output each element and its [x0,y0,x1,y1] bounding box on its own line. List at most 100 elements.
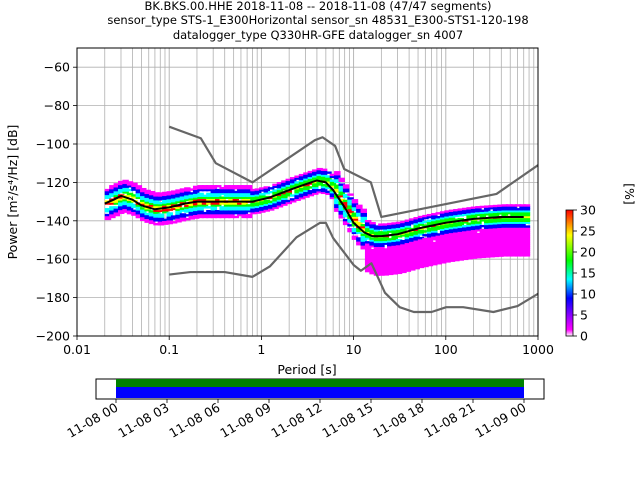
density-cell [104,194,112,198]
density-cell [219,206,226,209]
density-cell [400,222,407,226]
density-cell [497,217,504,221]
density-cell [439,216,447,220]
density-cell [514,231,522,234]
density-cell [276,182,284,185]
density-cell [378,271,385,274]
density-cell [329,192,337,196]
density-cell [364,244,372,248]
density-cell [391,224,398,227]
density-cell [140,209,147,212]
density-cell [497,241,504,244]
density-cell [241,190,248,194]
density-cell [135,204,143,207]
density-cell [400,266,407,270]
density-cell [316,190,323,194]
density-cell [179,219,187,222]
density-cell [404,248,412,251]
density-cell [351,206,359,210]
density-cell [166,212,173,215]
density-cell [461,207,469,211]
density-cell [166,191,173,194]
density-cell [144,195,151,198]
density-cell [409,231,416,235]
density-cell [501,233,509,236]
density-cell [206,192,213,196]
density-cell [157,196,165,199]
density-cell [413,265,420,268]
density-cell [391,247,398,250]
density-cell [166,221,173,225]
density-cell [373,252,381,255]
density-cell [206,188,213,192]
density-cell [347,227,354,231]
density-cell [223,194,231,198]
density-cell [364,237,372,240]
density-cell [184,206,191,209]
density-cell [162,201,169,204]
density-cell [153,205,160,209]
density-cell [334,184,341,187]
density-cell [356,223,363,227]
density-cell [492,206,500,210]
density-cell [409,241,416,244]
density-cell [382,225,390,228]
density-cell [166,219,173,223]
density-cell [484,238,491,241]
density-cell [210,194,218,198]
density-cell [254,197,262,201]
density-cell [409,262,416,265]
density-cell [135,194,143,198]
density-cell [387,261,394,264]
density-cell [514,234,522,238]
density-cell [417,221,425,224]
density-cell [444,227,451,230]
density-cell [351,231,359,235]
density-cell [501,219,509,222]
density-cell [356,229,363,232]
density-cell [391,239,398,242]
density-cell [484,255,491,258]
density-cell [391,268,398,271]
density-cell [122,202,129,206]
density-cell [153,198,160,201]
density-cell [395,252,403,255]
density-cell [215,211,222,215]
density-cell [369,222,376,225]
density-cell [523,217,531,221]
density-cell [192,202,200,206]
density-cell [259,210,266,213]
density-cell [334,188,341,191]
density-cell [188,194,195,197]
density-cell [439,224,447,228]
density-cell [157,221,165,224]
density-cell [122,204,129,208]
density-cell [435,254,442,257]
density-cell [461,246,469,249]
density-cell [391,243,398,246]
density-cell [250,192,257,196]
density-cell [342,218,350,222]
density-cell [140,203,147,206]
density-cell [215,196,222,199]
density-cell [409,245,416,248]
density-cell [444,225,451,229]
density-cell [466,235,473,239]
y-tick-label: −140 [36,213,70,228]
density-cell [298,181,306,185]
density-cell [162,193,169,197]
density-cell [206,211,213,215]
density-cell [395,262,403,265]
density-cell [188,192,195,195]
density-cell [431,238,438,241]
density-cell [140,216,147,220]
density-cell [439,257,447,260]
density-cell [391,254,398,258]
density-cell [387,259,394,262]
density-cell [179,192,187,195]
density-cell [395,254,403,257]
density-cell [210,204,218,207]
density-cell [320,172,328,175]
density-cell [497,231,504,234]
density-cell [448,236,456,239]
